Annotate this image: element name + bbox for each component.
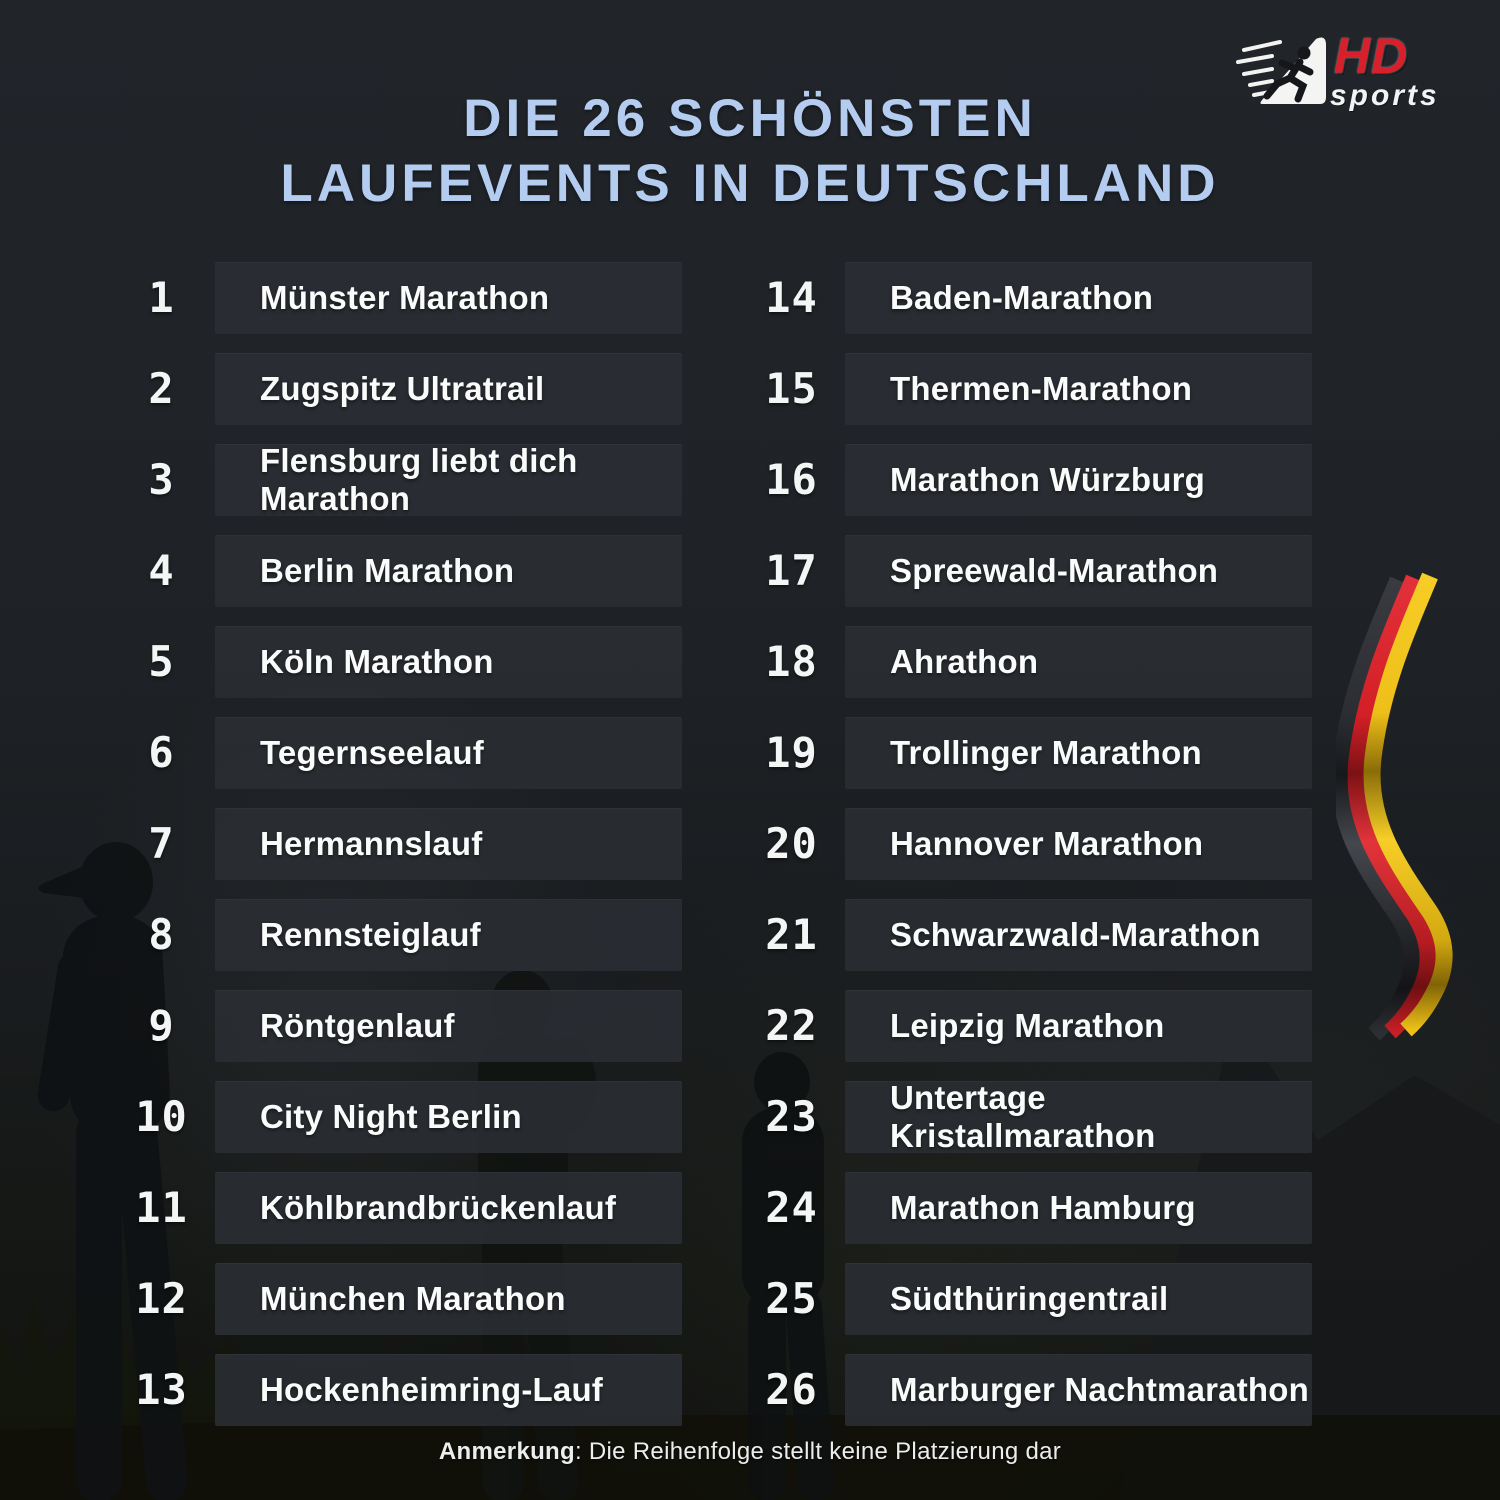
rank-number: 25 [765, 1274, 818, 1323]
rank-number: 9 [148, 1001, 175, 1050]
event-bar: Münster Marathon [215, 262, 682, 334]
event-bar: Röntgenlauf [215, 990, 682, 1062]
list-item: 11 Köhlbrandbrückenlauf [108, 1172, 682, 1244]
event-bar: Marburger Nachtmarathon [845, 1354, 1312, 1426]
rank-number: 5 [148, 637, 175, 686]
rank-number: 10 [135, 1092, 188, 1141]
list-item: 26 Marburger Nachtmarathon [738, 1354, 1312, 1426]
rank-number: 8 [148, 910, 175, 959]
list-item: 25 Südthüringentrail [738, 1263, 1312, 1335]
event-bar: Spreewald-Marathon [845, 535, 1312, 607]
runner-silhouette [37, 842, 188, 1500]
event-bar: Leipzig Marathon [845, 990, 1312, 1062]
list-item: 4 Berlin Marathon [108, 535, 682, 607]
list-item: 2 Zugspitz Ultratrail [108, 353, 682, 425]
rank-number: 6 [148, 728, 175, 777]
event-bar: Köhlbrandbrückenlauf [215, 1172, 682, 1244]
event-bar: München Marathon [215, 1263, 682, 1335]
list-item: 3 Flensburg liebt dich Marathon [108, 442, 682, 517]
logo-sports-text: sports [1330, 79, 1440, 112]
list-item: 8 Rennsteiglauf [108, 899, 682, 971]
rank-number: 19 [765, 728, 818, 777]
rank-number: 15 [765, 364, 818, 413]
event-bar: Flensburg liebt dich Marathon [215, 442, 682, 517]
rank-number: 16 [765, 455, 818, 504]
event-bar: Tegernseelauf [215, 717, 682, 789]
list-item: 24 Marathon Hamburg [738, 1172, 1312, 1244]
list-item: 21 Schwarzwald-Marathon [738, 899, 1312, 971]
event-bar: Untertage Kristallmarathon [845, 1079, 1312, 1154]
event-list-column-right: 14 Baden-Marathon 15 Thermen-Marathon 16… [738, 262, 1312, 1445]
rank-number: 18 [765, 637, 818, 686]
event-bar: Südthüringentrail [845, 1263, 1312, 1335]
list-item: 14 Baden-Marathon [738, 262, 1312, 334]
event-bar: Berlin Marathon [215, 535, 682, 607]
list-item: 12 München Marathon [108, 1263, 682, 1335]
rank-number: 2 [148, 364, 175, 413]
german-flag-ribbon [1336, 572, 1453, 1040]
speed-lines [1236, 40, 1282, 97]
list-item: 13 Hockenheimring-Lauf [108, 1354, 682, 1426]
event-bar: Trollinger Marathon [845, 717, 1312, 789]
rank-number: 14 [765, 273, 818, 322]
runner-icon [1236, 37, 1326, 104]
rank-number: 7 [148, 819, 175, 868]
list-item: 6 Tegernseelauf [108, 717, 682, 789]
event-bar: Hockenheimring-Lauf [215, 1354, 682, 1426]
list-item: 15 Thermen-Marathon [738, 353, 1312, 425]
list-item: 10 City Night Berlin [108, 1081, 682, 1153]
rank-number: 21 [765, 910, 818, 959]
page-title: DIE 26 SCHÖNSTEN LAUFEVENTS IN DEUTSCHLA… [0, 86, 1500, 216]
footer-note-label: Anmerkung [438, 1438, 575, 1465]
list-item: 1 Münster Marathon [108, 262, 682, 334]
list-item: 17 Spreewald-Marathon [738, 535, 1312, 607]
runner-glyph [1263, 58, 1314, 103]
rank-number: 17 [765, 546, 818, 595]
list-item: 5 Köln Marathon [108, 626, 682, 698]
event-bar: Baden-Marathon [845, 262, 1312, 334]
rank-number: 26 [765, 1365, 818, 1414]
list-item: 18 Ahrathon [738, 626, 1312, 698]
event-bar: Thermen-Marathon [845, 353, 1312, 425]
rank-number: 11 [135, 1183, 188, 1232]
event-bar: City Night Berlin [215, 1081, 682, 1153]
event-bar: Marathon Hamburg [845, 1172, 1312, 1244]
rank-number: 4 [148, 546, 175, 595]
event-bar: Zugspitz Ultratrail [215, 353, 682, 425]
rank-number: 22 [765, 1001, 818, 1050]
list-item: 19 Trollinger Marathon [738, 717, 1312, 789]
event-bar: Rennsteiglauf [215, 899, 682, 971]
logo-hd-text: HD [1334, 28, 1409, 84]
list-item: 7 Hermannslauf [108, 808, 682, 880]
footer-note: Anmerkung: Die Reihenfolge stellt keine … [0, 1438, 1500, 1466]
list-item: 23 Untertage Kristallmarathon [738, 1079, 1312, 1154]
list-item: 9 Röntgenlauf [108, 990, 682, 1062]
rank-number: 3 [148, 455, 175, 504]
list-item: 20 Hannover Marathon [738, 808, 1312, 880]
event-bar: Hermannslauf [215, 808, 682, 880]
event-bar: Köln Marathon [215, 626, 682, 698]
runner-silhouette [742, 1052, 835, 1500]
event-bar: Schwarzwald-Marathon [845, 899, 1312, 971]
list-item: 22 Leipzig Marathon [738, 990, 1312, 1062]
page-title-line1: DIE 26 SCHÖNSTEN [463, 89, 1037, 148]
rank-number: 20 [765, 819, 818, 868]
event-bar: Ahrathon [845, 626, 1312, 698]
rank-number: 23 [765, 1092, 818, 1141]
rank-number: 1 [148, 273, 175, 322]
rank-number: 13 [135, 1365, 188, 1414]
event-list-column-left: 1 Münster Marathon 2 Zugspitz Ultratrail… [108, 262, 682, 1445]
rank-number: 12 [135, 1274, 188, 1323]
page-title-line2: LAUFEVENTS IN DEUTSCHLAND [280, 154, 1220, 213]
hdsports-logo: HD sports [1236, 30, 1440, 112]
list-item: 16 Marathon Würzburg [738, 444, 1312, 516]
event-bar: Hannover Marathon [845, 808, 1312, 880]
rank-number: 24 [765, 1183, 818, 1232]
footer-note-text: : Die Reihenfolge stellt keine Platzieru… [574, 1438, 1062, 1465]
event-bar: Marathon Würzburg [845, 444, 1312, 516]
